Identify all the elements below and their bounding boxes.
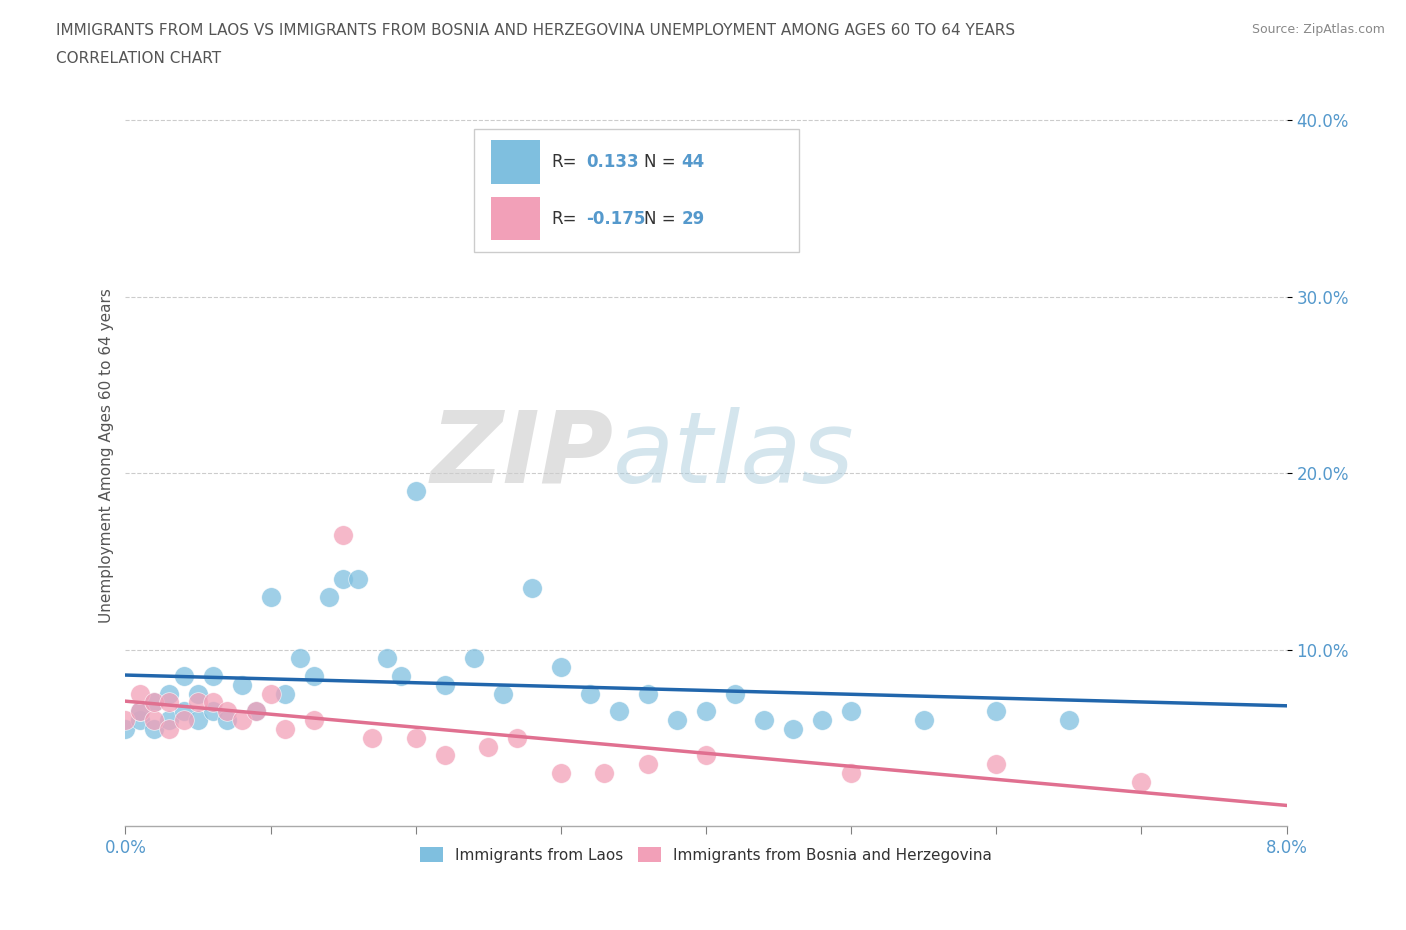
FancyBboxPatch shape [491, 196, 540, 241]
Text: R=: R= [551, 209, 576, 228]
Point [666, 712, 689, 727]
Point [1130, 775, 1153, 790]
Point [129, 704, 152, 719]
Point [492, 686, 515, 701]
Point [375, 651, 398, 666]
Point [259, 686, 281, 701]
Point [346, 571, 368, 586]
Text: atlas: atlas [613, 407, 855, 504]
Text: CORRELATION CHART: CORRELATION CHART [56, 51, 221, 66]
Point [463, 651, 485, 666]
Point [986, 704, 1008, 719]
Text: 29: 29 [682, 209, 704, 228]
Text: Source: ZipAtlas.com: Source: ZipAtlas.com [1251, 23, 1385, 36]
Point [839, 704, 862, 719]
Point [157, 722, 180, 737]
Point [433, 748, 456, 763]
Point [695, 704, 717, 719]
Point [187, 712, 209, 727]
Text: R=: R= [551, 153, 576, 171]
Point [389, 669, 412, 684]
Point [143, 695, 166, 710]
Point [143, 722, 166, 737]
Point [143, 712, 166, 727]
Point [201, 695, 224, 710]
Point [405, 730, 427, 745]
Text: N =: N = [644, 153, 676, 171]
Point [217, 712, 239, 727]
Text: -0.175: -0.175 [586, 209, 645, 228]
Point [187, 686, 209, 701]
Y-axis label: Unemployment Among Ages 60 to 64 years: Unemployment Among Ages 60 to 64 years [100, 288, 114, 623]
Text: 44: 44 [682, 153, 704, 171]
Point [637, 757, 659, 772]
Point [245, 704, 267, 719]
Point [1057, 712, 1080, 727]
Point [288, 651, 311, 666]
Point [986, 757, 1008, 772]
Point [361, 730, 384, 745]
Point [318, 589, 340, 604]
Point [405, 484, 427, 498]
Point [231, 712, 253, 727]
Point [129, 686, 152, 701]
Point [811, 712, 834, 727]
Point [231, 677, 253, 692]
Point [695, 748, 717, 763]
Point [201, 704, 224, 719]
Point [506, 730, 529, 745]
Point [157, 712, 180, 727]
Point [839, 765, 862, 780]
Point [550, 765, 572, 780]
Point [114, 722, 136, 737]
Point [259, 589, 281, 604]
Point [724, 686, 747, 701]
Legend: Immigrants from Laos, Immigrants from Bosnia and Herzegovina: Immigrants from Laos, Immigrants from Bo… [412, 839, 1000, 870]
Point [173, 669, 195, 684]
Point [201, 669, 224, 684]
Point [173, 704, 195, 719]
Point [607, 704, 630, 719]
Point [245, 704, 267, 719]
Point [332, 527, 354, 542]
Text: IMMIGRANTS FROM LAOS VS IMMIGRANTS FROM BOSNIA AND HERZEGOVINA UNEMPLOYMENT AMON: IMMIGRANTS FROM LAOS VS IMMIGRANTS FROM … [56, 23, 1015, 38]
Point [752, 712, 775, 727]
Text: ZIP: ZIP [430, 407, 613, 504]
Point [129, 712, 152, 727]
Point [477, 739, 499, 754]
FancyBboxPatch shape [474, 129, 799, 251]
Point [274, 722, 297, 737]
Point [332, 571, 354, 586]
Point [114, 712, 136, 727]
Point [187, 695, 209, 710]
Point [579, 686, 602, 701]
Point [593, 765, 616, 780]
Point [637, 686, 659, 701]
Point [302, 669, 325, 684]
Point [302, 712, 325, 727]
Point [912, 712, 935, 727]
Point [782, 722, 804, 737]
Point [217, 704, 239, 719]
Point [433, 677, 456, 692]
Point [129, 704, 152, 719]
Point [173, 712, 195, 727]
Point [274, 686, 297, 701]
Text: N =: N = [644, 209, 676, 228]
Point [157, 695, 180, 710]
Point [550, 659, 572, 674]
Point [157, 686, 180, 701]
Text: 0.133: 0.133 [586, 153, 640, 171]
FancyBboxPatch shape [491, 140, 540, 184]
Point [520, 580, 543, 595]
Point [143, 695, 166, 710]
